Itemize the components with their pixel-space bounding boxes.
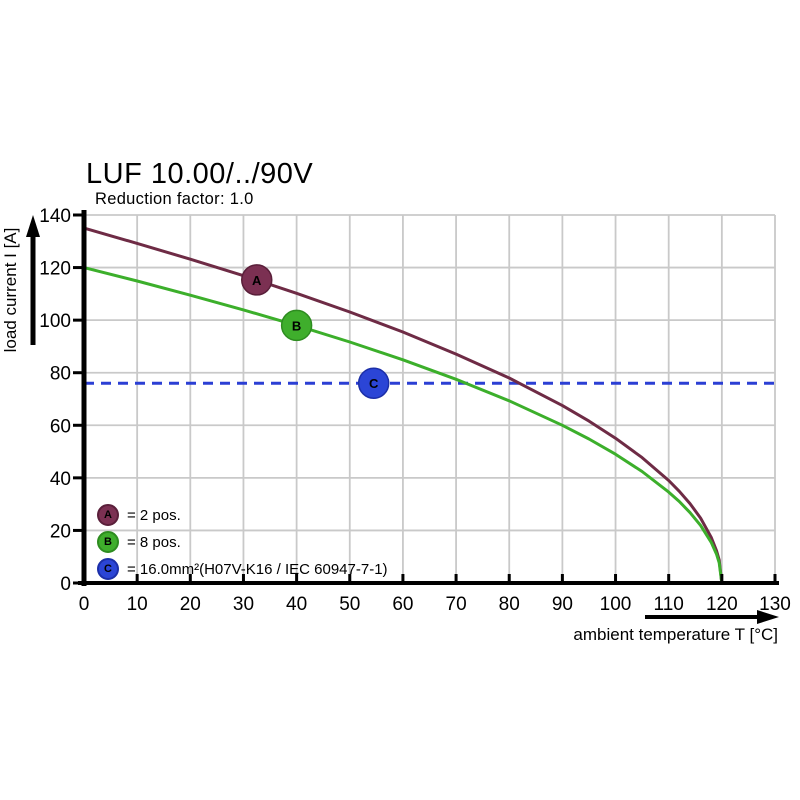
x-tick-label: 70 [446, 594, 467, 615]
x-tick-label: 10 [127, 594, 148, 615]
y-tick-label: 60 [50, 416, 71, 437]
x-tick-label: 80 [499, 594, 520, 615]
legend-label-c: = 16.0mm²(H07V-K16 / IEC 60947-7-1) [127, 560, 388, 578]
x-tick-label: 90 [552, 594, 573, 615]
y-axis-arrowhead-icon [26, 215, 40, 237]
y-axis-label: load current I [A] [1, 228, 20, 353]
y-tick-label: 100 [39, 311, 71, 332]
marker-a-letter: A [252, 273, 262, 288]
x-tick-label: 110 [654, 594, 684, 615]
legend-item-c: C = 16.0mm²(H07V-K16 / IEC 60947-7-1) [97, 557, 388, 581]
x-tick-label: 100 [600, 594, 632, 615]
legend-marker-b-icon: B [97, 531, 119, 553]
x-tick-label: 120 [706, 594, 738, 615]
chart-legend: A = 2 pos. B = 8 pos. C = 16.0mm²(H07V-K… [97, 503, 388, 581]
chart-title: LUF 10.00/../90V [86, 158, 314, 190]
x-tick-label: 20 [180, 594, 201, 615]
x-tick-label: 50 [339, 594, 360, 615]
marker-a [241, 264, 273, 296]
legend-label-a: = 2 pos. [127, 506, 181, 524]
x-tick-label: 30 [233, 594, 254, 615]
legend-label-b: = 8 pos. [127, 533, 181, 551]
x-tick-label: 0 [79, 594, 90, 615]
y-tick-label: 80 [50, 364, 71, 385]
marker-c-letter: C [369, 376, 379, 391]
marker-c [357, 367, 390, 399]
y-tick-label: 120 [39, 259, 71, 280]
x-axis-arrowhead-icon [757, 610, 779, 624]
x-tick-label: 40 [286, 594, 307, 615]
y-tick-label: 140 [39, 206, 71, 227]
marker-b [280, 309, 313, 342]
x-tick-label: 130 [759, 594, 791, 615]
chart-subtitle: Reduction factor: 1.0 [95, 190, 254, 208]
y-tick-label: 0 [60, 574, 71, 595]
y-tick-label: 20 [50, 521, 71, 542]
legend-item-b: B = 8 pos. [97, 530, 388, 554]
y-tick-label: 40 [50, 469, 71, 490]
marker-b-letter: B [292, 318, 301, 333]
x-tick-label: 60 [392, 594, 413, 615]
legend-item-a: A = 2 pos. [97, 503, 388, 527]
legend-marker-c-icon: C [97, 558, 119, 580]
x-axis-label: ambient temperature T [°C] [573, 625, 778, 644]
curve-b [82, 266, 724, 585]
legend-marker-a-icon: A [97, 504, 119, 526]
